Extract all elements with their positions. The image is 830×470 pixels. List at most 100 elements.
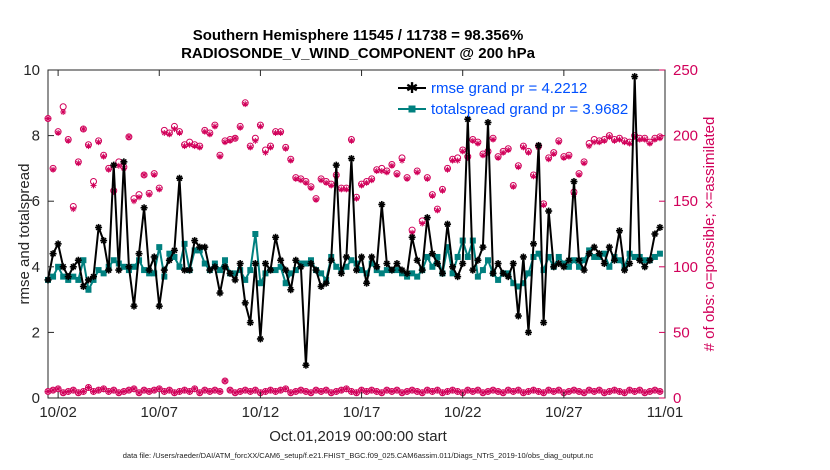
rmse-point-77 bbox=[433, 260, 441, 268]
rmse-point-1 bbox=[49, 250, 57, 258]
obs-assimilated-low-point-88-stroke-3 bbox=[490, 387, 496, 393]
obs-assimilated-point-115-stroke-3 bbox=[627, 141, 633, 146]
obs-assimilated-low-point-22-stroke-3 bbox=[156, 386, 162, 392]
rmse-point-55 bbox=[322, 279, 330, 287]
obs-assimilated-point-84-stroke-3 bbox=[470, 138, 476, 144]
obs-assimilated-point-63 bbox=[363, 179, 370, 186]
legend-spread-label: totalspread grand pr = 3.9682 bbox=[431, 101, 628, 118]
totalspread-point-86 bbox=[479, 267, 486, 274]
rmse-point-50 bbox=[297, 263, 305, 271]
obs-assimilated-low-point-44-stroke-3 bbox=[268, 387, 273, 393]
obs-assimilated-point-82 bbox=[459, 148, 466, 155]
rmse-point-37 bbox=[231, 276, 239, 284]
obs-assimilated-low-point-29-stroke-3 bbox=[192, 386, 198, 392]
obs-assimilated-low-point-65-stroke-3 bbox=[374, 388, 380, 394]
rmse-point-39 bbox=[241, 299, 249, 307]
obs-assimilated-low-point-69-stroke-3 bbox=[394, 387, 400, 393]
totalspread-point-37 bbox=[232, 270, 239, 277]
obs-assimilated-point-48 bbox=[287, 157, 294, 164]
obs-assimilated-low-point-14 bbox=[115, 389, 122, 396]
y-right-tick-label-1: 50 bbox=[673, 324, 690, 341]
rmse-point-32 bbox=[206, 266, 214, 274]
obs-assimilated-low-point-12-stroke-3 bbox=[106, 388, 112, 394]
totalspread-point-13 bbox=[110, 257, 117, 264]
totalspread-point-15 bbox=[120, 263, 127, 270]
obs-assimilated-point-6-stroke-3 bbox=[75, 160, 81, 166]
obs-assimilated-low-point-0-stroke-3 bbox=[45, 388, 51, 394]
rmse-point-84-stroke-3 bbox=[469, 267, 476, 274]
obs-assimilated-point-6 bbox=[75, 160, 82, 167]
totalspread-point-1 bbox=[50, 273, 57, 280]
rmse-point-42-stroke-3 bbox=[257, 335, 264, 342]
rmse-point-3 bbox=[59, 263, 67, 271]
obs-assimilated-low-point-33 bbox=[211, 387, 218, 394]
legend: ✱ rmse grand pr = 4.2212 totalspread gra… bbox=[398, 79, 628, 118]
rmse-point-39-stroke-3 bbox=[242, 299, 249, 306]
obs-assimilated-point-19 bbox=[141, 171, 148, 178]
obs-assimilated-point-33-stroke-3 bbox=[212, 123, 218, 129]
obs-assimilated-low-point-121-stroke-3 bbox=[657, 388, 663, 394]
rmse-point-67-stroke-3 bbox=[383, 260, 390, 267]
rmse-point-8 bbox=[84, 276, 92, 284]
rmse-point-117-stroke-3 bbox=[636, 257, 643, 264]
totalspread-point-42 bbox=[257, 280, 264, 287]
obs-assimilated-point-90-stroke-3 bbox=[500, 150, 506, 156]
obs-assimilated-low-point-10-stroke-3 bbox=[96, 387, 102, 393]
totalspread-point-63 bbox=[363, 270, 370, 277]
rmse-point-65 bbox=[373, 263, 381, 271]
obs-assimilated-low-point-38-stroke-3 bbox=[237, 388, 243, 394]
x-tick-label-4: 10/22 bbox=[444, 404, 482, 421]
obs-assimilated-low-point-59 bbox=[343, 385, 350, 392]
totalspread-point-3 bbox=[60, 273, 67, 280]
obs-assimilated-low-point-60-stroke-3 bbox=[348, 388, 354, 394]
obs-assimilated-point-94-stroke-3 bbox=[520, 144, 526, 150]
obs-assimilated-point-74 bbox=[419, 220, 426, 227]
rmse-point-26 bbox=[175, 174, 183, 182]
legend-rmse-marker: ✱ bbox=[406, 79, 419, 97]
obs-assimilated-point-9-stroke-3 bbox=[91, 183, 96, 188]
rmse-point-101-stroke-3 bbox=[555, 260, 562, 267]
obs-assimilated-point-112 bbox=[611, 137, 618, 144]
totalspread-point-120 bbox=[651, 253, 658, 260]
rmse-point-106 bbox=[580, 266, 588, 274]
totalspread-point-47 bbox=[282, 280, 289, 287]
rmse-point-108-stroke-3 bbox=[591, 244, 598, 251]
totalspread-point-101 bbox=[555, 253, 562, 260]
obs-assimilated-point-93 bbox=[515, 164, 522, 171]
obs-assimilated-point-73 bbox=[414, 169, 421, 176]
obs-assimilated-point-64 bbox=[368, 177, 375, 184]
totalspread-point-92 bbox=[510, 280, 517, 287]
rmse-point-103-stroke-3 bbox=[565, 257, 572, 264]
rmse-point-28 bbox=[186, 266, 194, 274]
rmse-point-13-stroke-3 bbox=[110, 162, 117, 169]
obs-assimilated-point-39-stroke-3 bbox=[242, 101, 248, 107]
rmse-point-89 bbox=[494, 260, 502, 268]
y-left-tick-label-2: 4 bbox=[32, 259, 40, 276]
totalspread-point-106 bbox=[581, 257, 588, 264]
obs-assimilated-point-7-stroke-3 bbox=[80, 126, 86, 132]
obs-assimilated-low-point-49-stroke-3 bbox=[293, 388, 299, 394]
rmse-point-6-stroke-3 bbox=[75, 257, 82, 264]
rmse-point-66-stroke-3 bbox=[378, 201, 385, 208]
rmse-point-59-stroke-3 bbox=[343, 253, 350, 260]
obs-assimilated-point-48-stroke-3 bbox=[288, 158, 294, 163]
rmse-point-118 bbox=[641, 263, 649, 271]
obs-assimilated-low-point-104-stroke-3 bbox=[571, 387, 577, 393]
rmse-point-11 bbox=[100, 237, 108, 245]
totalspread-point-6 bbox=[75, 276, 82, 283]
obs-assimilated-point-106 bbox=[581, 160, 588, 167]
totalspread-point-118 bbox=[641, 257, 648, 264]
totalspread-point-76 bbox=[429, 263, 436, 270]
rmse-point-80-stroke-3 bbox=[449, 263, 456, 270]
obs-assimilated-point-39 bbox=[242, 101, 249, 108]
obs-assimilated-point-28 bbox=[186, 141, 193, 148]
rmse-point-63-stroke-3 bbox=[363, 280, 370, 287]
obs-assimilated-point-73-stroke-3 bbox=[414, 169, 420, 175]
obs-assimilated-low-point-7-stroke-3 bbox=[80, 388, 86, 394]
obs-assimilated-point-18 bbox=[136, 194, 143, 201]
totalspread-point-34 bbox=[216, 267, 223, 274]
totalspread-point-99 bbox=[545, 253, 552, 260]
rmse-point-14-stroke-3 bbox=[115, 267, 122, 274]
rmse-point-72 bbox=[408, 233, 416, 241]
obs-assimilated-point-62 bbox=[358, 182, 365, 189]
